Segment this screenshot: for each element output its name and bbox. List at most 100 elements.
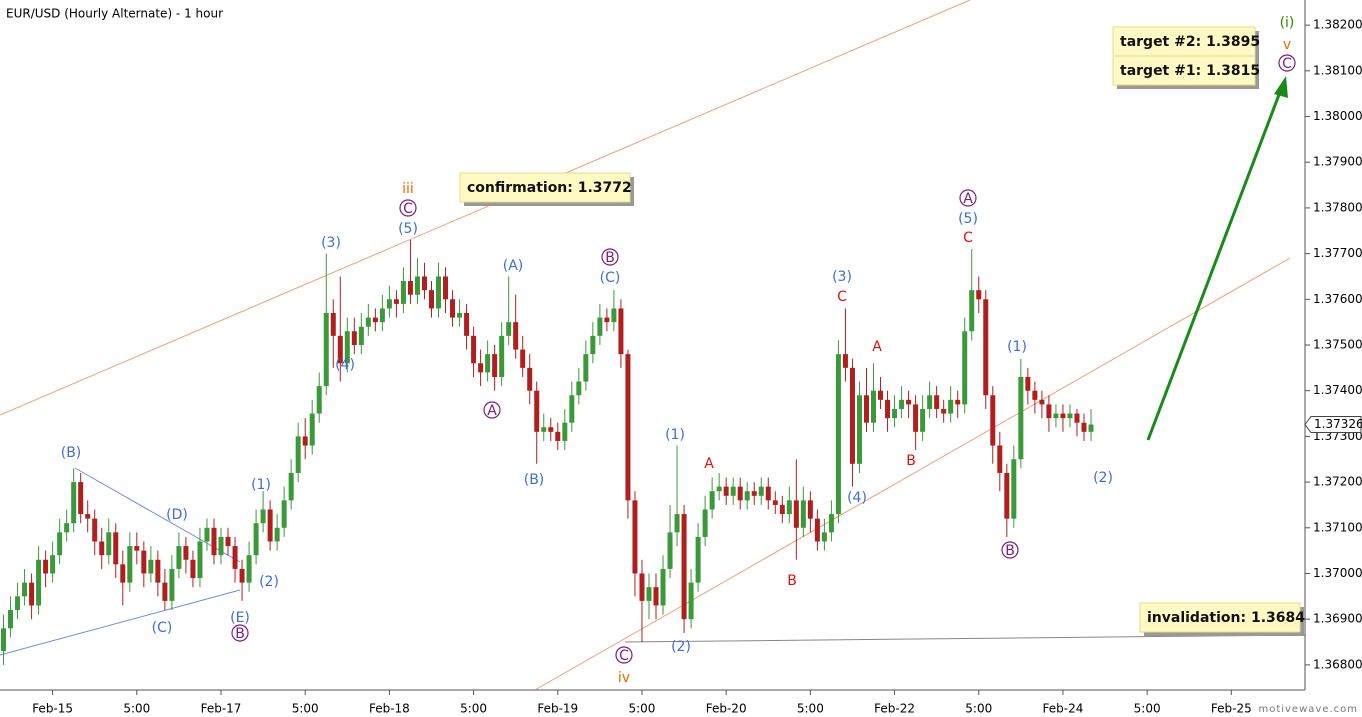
y-tick-label: 1.37800 bbox=[1313, 200, 1362, 214]
candle-body bbox=[541, 427, 547, 432]
candle-body bbox=[471, 335, 477, 364]
candle-body bbox=[457, 313, 463, 318]
channel-lower bbox=[534, 257, 1291, 691]
candle-body bbox=[478, 363, 484, 373]
candle-body bbox=[899, 399, 905, 409]
candle-body bbox=[36, 559, 42, 606]
candle-body bbox=[674, 514, 680, 533]
channel-upper bbox=[0, 0, 971, 416]
candle-body bbox=[1081, 422, 1087, 432]
candle-body bbox=[239, 568, 245, 583]
candle-body bbox=[365, 317, 371, 327]
y-tick-label: 1.38000 bbox=[1313, 109, 1362, 123]
y-tick-label: 1.36900 bbox=[1313, 612, 1362, 626]
wave-label: C bbox=[403, 201, 413, 217]
candle-body bbox=[828, 514, 834, 533]
candle-body bbox=[849, 367, 855, 464]
x-tick-label: 5:00 bbox=[1134, 702, 1161, 716]
candle-body bbox=[141, 550, 147, 574]
y-tick-label: 1.37500 bbox=[1313, 338, 1362, 352]
candle-body bbox=[113, 532, 119, 565]
candle-body bbox=[134, 546, 140, 551]
wave-circle bbox=[399, 199, 417, 217]
candle-body bbox=[913, 404, 919, 432]
wave-label: (2) bbox=[671, 639, 691, 655]
candle-body bbox=[653, 587, 659, 606]
y-tick-label: 1.36800 bbox=[1313, 657, 1362, 671]
x-tick-label: Feb-25 bbox=[1211, 702, 1252, 716]
candle-body bbox=[267, 509, 273, 542]
chart-title: EUR/USD (Hourly Alternate) - 1 hour bbox=[6, 7, 223, 21]
candle-body bbox=[64, 523, 70, 533]
candle-body bbox=[962, 331, 968, 405]
candle-body bbox=[211, 527, 217, 556]
wave-label: (i) bbox=[1280, 15, 1295, 31]
trendlines bbox=[0, 0, 1306, 691]
wave-circle bbox=[1001, 541, 1019, 559]
wave-label: (1) bbox=[1007, 339, 1027, 355]
candle-body bbox=[1074, 413, 1080, 423]
candle-body bbox=[737, 486, 743, 501]
candle-body bbox=[1039, 399, 1045, 405]
candle-body bbox=[190, 559, 196, 579]
candle-body bbox=[786, 500, 792, 515]
candle-body bbox=[583, 354, 589, 382]
candle-body bbox=[920, 408, 926, 432]
candle-body bbox=[681, 514, 687, 620]
candle-body bbox=[534, 390, 540, 432]
candle-body bbox=[407, 281, 413, 295]
candle-body bbox=[485, 354, 491, 373]
candle-body bbox=[358, 326, 364, 345]
last-price-tag bbox=[1304, 416, 1362, 434]
candle-body bbox=[1032, 390, 1038, 400]
candle-body bbox=[520, 349, 526, 368]
x-tick-label: 5:00 bbox=[797, 702, 824, 716]
candle-body bbox=[414, 276, 420, 295]
candle-body bbox=[702, 509, 708, 537]
candle-body bbox=[1018, 376, 1024, 460]
candle-body bbox=[821, 532, 827, 542]
candle-body bbox=[765, 486, 771, 501]
candle-body bbox=[323, 313, 329, 387]
candle-body bbox=[330, 313, 336, 336]
label-box bbox=[1139, 602, 1301, 633]
candle-body bbox=[576, 381, 582, 396]
candle-body bbox=[499, 335, 505, 377]
candle-body bbox=[1025, 376, 1031, 391]
candle-body bbox=[43, 559, 49, 574]
candle-body bbox=[660, 568, 666, 606]
candle-body bbox=[421, 276, 427, 291]
candle-body bbox=[969, 290, 975, 332]
candle-body bbox=[260, 509, 266, 524]
candle-body bbox=[548, 427, 554, 432]
candle-body bbox=[85, 514, 91, 519]
candle-body bbox=[302, 436, 308, 446]
candle-body bbox=[464, 313, 470, 336]
wave-circle bbox=[483, 401, 501, 419]
candle-body bbox=[120, 564, 126, 583]
candle-body bbox=[295, 436, 301, 473]
wave-label: A bbox=[872, 339, 882, 355]
candle-body bbox=[218, 536, 224, 556]
candle-body bbox=[646, 587, 652, 601]
candle-body bbox=[779, 504, 785, 515]
candle-body bbox=[618, 308, 624, 355]
wave-label: C bbox=[837, 289, 847, 305]
wave-label: (1) bbox=[251, 477, 271, 493]
wave-label: C bbox=[963, 230, 973, 246]
candle-body bbox=[772, 500, 778, 505]
candle-body bbox=[555, 431, 561, 441]
candle-body bbox=[927, 395, 933, 409]
candle-body bbox=[99, 541, 105, 556]
y-tick-label: 1.37700 bbox=[1313, 246, 1362, 260]
candle-body bbox=[562, 422, 568, 441]
wave-label: B bbox=[906, 453, 916, 469]
candle-body bbox=[106, 532, 112, 556]
candle-body bbox=[443, 276, 449, 300]
wave-label: (D) bbox=[166, 507, 188, 523]
box-label: invalidation: 1.3684 bbox=[1147, 610, 1305, 626]
wave-label: (A) bbox=[503, 258, 524, 274]
candle-body bbox=[842, 354, 848, 368]
y-tick-label: 1.37100 bbox=[1313, 520, 1362, 534]
candle-body bbox=[807, 500, 813, 519]
